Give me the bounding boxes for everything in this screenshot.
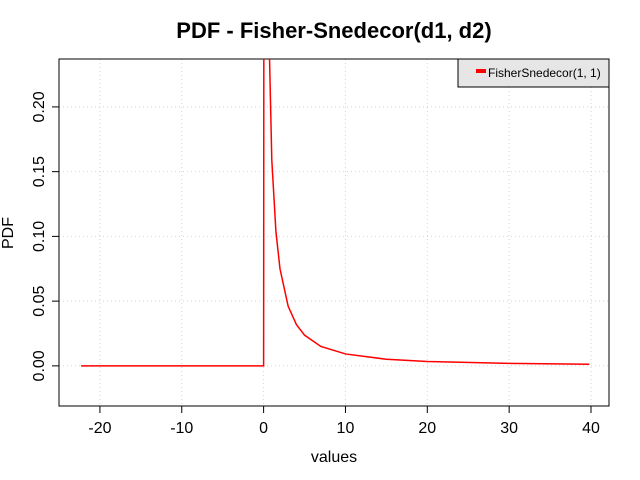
legend-swatch xyxy=(476,69,486,73)
legend-label: FisherSnedecor(1, 1) xyxy=(488,66,601,80)
x-axis-label: values xyxy=(311,449,357,466)
plot-frame xyxy=(58,58,610,407)
y-tick-label: 0.05 xyxy=(31,285,48,316)
y-tick-label: 0.15 xyxy=(31,156,48,187)
x-tick-label: 30 xyxy=(500,420,518,437)
y-tick-label: 0.10 xyxy=(31,221,48,252)
x-tick-label: 20 xyxy=(418,420,436,437)
y-tick-label: 0.20 xyxy=(31,91,48,122)
data-line xyxy=(81,59,590,367)
y-tick-label: 0.00 xyxy=(31,350,48,381)
y-axis-label: PDF xyxy=(0,217,17,249)
x-tick-label: 0 xyxy=(259,420,268,437)
x-tick-label: 10 xyxy=(337,420,355,437)
chart-title: PDF - Fisher-Snedecor(d1, d2) xyxy=(176,18,491,43)
x-tick-label: -20 xyxy=(88,420,111,437)
x-tick-label: -10 xyxy=(170,420,193,437)
x-tick-label: 40 xyxy=(582,420,600,437)
